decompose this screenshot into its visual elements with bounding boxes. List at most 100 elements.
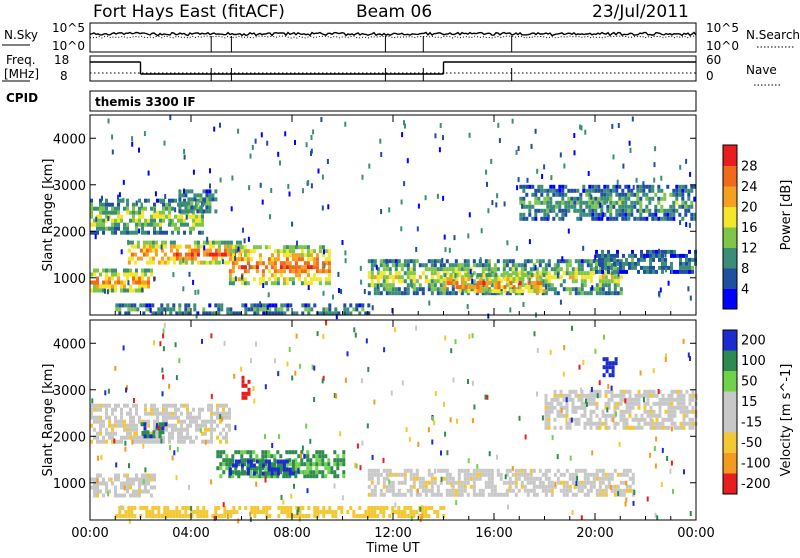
power-echo-cell-8	[621, 200, 625, 205]
vel-echo-cell-2	[161, 422, 165, 427]
power-echo-cell-2	[154, 248, 158, 253]
power-echo-cell-6	[487, 291, 491, 296]
power-echo-cell-8	[519, 216, 523, 221]
vel-scatter-echo	[651, 419, 654, 425]
power-echo-cell-6	[586, 291, 590, 296]
vel-scatter-echo	[450, 482, 453, 488]
vel-echo-cell-6	[607, 472, 611, 477]
power-echo-cell-5	[319, 311, 323, 316]
power-scatter-echo	[305, 142, 308, 148]
vel-echo-cell-1	[99, 419, 102, 424]
vel-echo-cell-1	[147, 411, 150, 416]
power-echo-cell-8	[558, 216, 562, 221]
power-echo-cell-0	[141, 284, 144, 289]
power-echo-cell-6	[451, 291, 455, 296]
vel-echo-cell-5	[166, 506, 170, 510]
power-echo-cell-2	[142, 244, 146, 249]
vel-echo-cell-1	[129, 415, 132, 420]
vel-scatter-echo	[128, 463, 130, 469]
vel-echo-cell-6	[490, 476, 494, 481]
power-scatter-echo	[221, 259, 224, 265]
vel-echo-cell-1	[129, 419, 132, 424]
vel-echo-cell-7	[568, 417, 572, 422]
power-echo-cell-7	[497, 281, 501, 286]
vel-echo-cell-1	[213, 427, 216, 432]
power-echo-cell-8	[576, 216, 580, 221]
vel-echo-cell-0	[108, 489, 111, 494]
power-echo-cell-6	[367, 275, 371, 280]
power-echo-cell-5	[244, 307, 248, 312]
power-echo-cell-8	[615, 188, 619, 193]
vel-echo-cell-3	[231, 454, 235, 459]
vel-echo-cell-5	[151, 514, 155, 518]
vel-echo-cell-3	[249, 450, 253, 455]
power-scatter-echo	[441, 257, 444, 263]
vel-echo-cell-6	[598, 492, 602, 497]
vel-echo-cell-0	[138, 485, 141, 490]
vel-scatter-echo	[91, 398, 94, 404]
vel-echo-cell-7	[616, 421, 620, 426]
vel-echo-cell-6	[604, 484, 608, 489]
vel-echo-cell-1	[162, 411, 165, 416]
power-scatter-echo	[188, 271, 191, 277]
vel-echo-cell-3	[279, 470, 283, 475]
power-echo-cell-9	[658, 257, 661, 262]
power-echo-cell-2	[226, 252, 230, 257]
power-echo-cell-6	[436, 259, 440, 264]
power-echo-cell-4	[255, 261, 259, 266]
vel-echo-cell-1	[90, 439, 93, 444]
vel-echo-cell-9	[241, 383, 245, 388]
vel-echo-cell-1	[129, 427, 132, 432]
vel-echo-cell-5	[238, 506, 242, 510]
power-echo-cell-6	[493, 263, 497, 268]
power-echo-cell-4	[246, 261, 250, 266]
vel-echo-cell-6	[388, 484, 392, 489]
vel-scatter-echo	[482, 470, 485, 476]
power-echo-cell-9	[670, 265, 673, 270]
power-echo-cell-6	[574, 267, 578, 272]
vel-echo-cell-1	[201, 407, 204, 412]
vel-echo-cell-5	[301, 514, 305, 518]
vel-echo-cell-1	[204, 427, 207, 432]
power-echo-cell-4	[270, 273, 274, 278]
power-echo-cell-8	[642, 208, 646, 213]
power-echo-cell-1	[96, 206, 99, 211]
power-echo-cell-1	[96, 214, 99, 219]
power-echo-cell-8	[573, 200, 577, 205]
vel-scatter-echo	[107, 388, 110, 394]
vel-echo-cell-7	[667, 397, 671, 402]
power-echo-cell-4	[288, 265, 292, 270]
power-echo-cell-8	[618, 208, 622, 213]
vel-scatter-echo	[286, 361, 289, 367]
vel-echo-cell-6	[499, 476, 503, 481]
vel-scatter-echo	[169, 445, 171, 451]
vel-echo-cell-6	[586, 488, 590, 493]
vel-echo-cell-6	[457, 484, 461, 489]
power-echo-cell-4	[312, 265, 316, 270]
power-echo-cell-6	[514, 291, 518, 296]
power-scatter-echo	[587, 171, 590, 176]
power-echo-cell-2	[217, 240, 221, 245]
vel-echo-cell-6	[487, 476, 491, 481]
vel-echo-cell-7	[592, 409, 596, 414]
power-echo-cell-5	[193, 303, 197, 308]
vel-echo-cell-4	[291, 471, 295, 476]
vel-echo-cell-7	[607, 401, 611, 406]
vel-echo-cell-4	[228, 459, 232, 464]
power-echo-cell-6	[385, 283, 389, 288]
vel-scatter-echo	[612, 417, 615, 423]
vel-echo-cell-7	[670, 393, 674, 398]
vel-echo-cell-7	[625, 401, 629, 406]
power-echo-cell-9	[628, 253, 631, 258]
power-echo-cell-3	[178, 197, 182, 202]
power-echo-cell-6	[370, 279, 374, 284]
vel-echo-cell-5	[148, 510, 152, 514]
vel-scatter-echo	[471, 380, 474, 386]
vel-echo-cell-7	[658, 397, 662, 402]
power-echo-cell-8	[654, 208, 658, 213]
power-echo-cell-7	[518, 277, 522, 282]
vel-echo-cell-0	[126, 477, 129, 482]
vel-scatter-echo	[322, 334, 325, 339]
vel-echo-cell-6	[382, 468, 386, 473]
power-echo-cell-6	[463, 263, 467, 268]
